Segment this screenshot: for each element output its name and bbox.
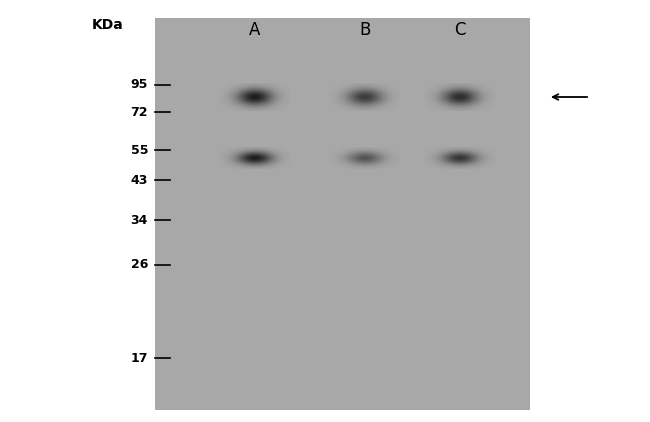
Text: A: A: [250, 21, 261, 39]
Text: 43: 43: [131, 173, 148, 187]
Text: KDa: KDa: [92, 18, 124, 32]
Text: 95: 95: [131, 78, 148, 92]
Bar: [155, 18, 530, 410]
Text: 26: 26: [131, 259, 148, 271]
Text: 34: 34: [131, 214, 148, 227]
Text: 72: 72: [131, 106, 148, 119]
Text: 17: 17: [131, 352, 148, 365]
Text: B: B: [359, 21, 370, 39]
Text: C: C: [454, 21, 466, 39]
Text: 55: 55: [131, 143, 148, 157]
